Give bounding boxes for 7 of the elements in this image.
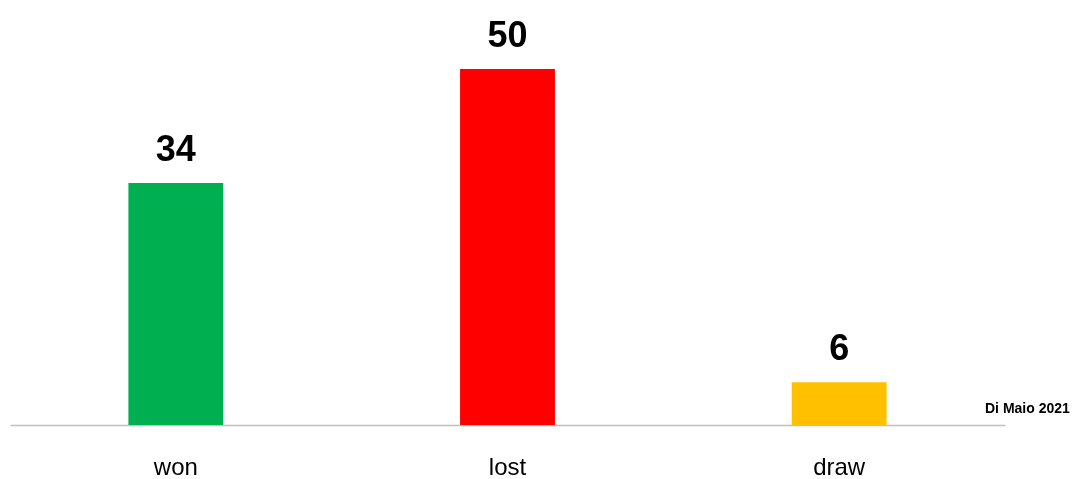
data-label: 6	[829, 327, 850, 369]
x-tick-label: lost	[488, 452, 527, 479]
x-tick-label: won	[152, 452, 198, 479]
data-label: 50	[487, 14, 528, 55]
x-tick-label: draw	[813, 452, 866, 479]
annotation: Di Maio 2021	[985, 400, 1071, 416]
data-label: 34	[155, 127, 196, 169]
